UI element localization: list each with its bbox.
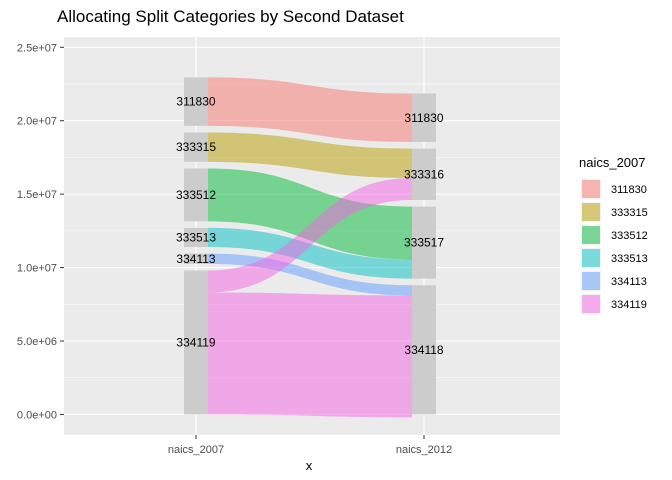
legend-swatch-333512	[582, 226, 600, 244]
stratum-right-333316	[412, 148, 436, 201]
chart-title: Allocating Split Categories by Second Da…	[57, 7, 404, 26]
stratum-label-right-333316: 333316	[404, 167, 444, 181]
stratum-label-left-334119: 334119	[176, 335, 215, 349]
y-tick-label: 2.5e+07	[17, 42, 57, 54]
x-tick-label: naics_2012	[396, 444, 452, 456]
legend: naics_2007 311830 333315 333512 333513 334113…	[579, 155, 648, 314]
flow-334119-to-333316	[208, 177, 412, 293]
flow-333513-to-333517	[208, 227, 412, 279]
flow-333315-to-333316	[208, 132, 412, 178]
y-tick-label: 0.0e+00	[17, 409, 57, 421]
stratum-left-334119	[184, 270, 208, 415]
legend-label-333512: 333512	[611, 230, 648, 242]
flow-311830-to-311830	[208, 77, 412, 143]
stratum-right-333517	[412, 206, 436, 279]
stratum-left-311830	[184, 77, 208, 126]
legend-label-334119: 334119	[611, 299, 647, 311]
legend-swatch-334119	[582, 295, 600, 313]
stratum-label-left-333513: 333513	[176, 230, 216, 244]
strata: 311830 333315 333512 333513 334113 334119 3118…	[176, 77, 444, 415]
y-tick-label: 2.0e+07	[17, 116, 57, 128]
x-axis-label: x	[306, 458, 313, 473]
x-tick-label: naics_2007	[168, 444, 224, 456]
legend-swatch-334113	[582, 272, 600, 290]
stratum-right-334118	[412, 285, 436, 415]
stratum-right-311830	[412, 93, 436, 143]
stratum-label-left-311830: 311830	[176, 95, 215, 109]
y-axis: 0.0e+00 5.0e+06 1.0e+07 1.5e+07 2.0e+07 2.5e+…	[17, 42, 64, 421]
stratum-left-333513	[184, 227, 208, 248]
stratum-label-right-311830: 311830	[404, 111, 443, 125]
stratum-label-right-333517: 333517	[404, 236, 444, 250]
legend-label-333513: 333513	[611, 253, 648, 265]
legend-title: naics_2007	[579, 155, 646, 170]
y-tick-label: 1.5e+07	[17, 189, 57, 201]
flow-333512-to-333517	[208, 168, 412, 260]
legend-swatch-333315	[582, 203, 600, 221]
stratum-left-333512	[184, 168, 208, 222]
stratum-label-right-334118: 334118	[404, 343, 443, 357]
stratum-label-left-334113: 334113	[176, 252, 215, 266]
flow-334119-to-334118	[208, 292, 412, 418]
stratum-left-334113	[184, 253, 208, 264]
y-tick-label: 5.0e+06	[17, 336, 57, 348]
x-axis: naics_2007 naics_2012	[168, 435, 452, 456]
stratum-left-333315	[184, 132, 208, 162]
legend-label-334113: 334113	[611, 276, 647, 288]
legend-swatch-311830	[582, 180, 600, 198]
legend-label-333315: 333315	[611, 207, 648, 219]
y-tick-label: 1.0e+07	[17, 263, 57, 275]
stratum-label-left-333315: 333315	[176, 140, 216, 154]
stratum-label-left-333512: 333512	[176, 188, 216, 202]
legend-swatch-333513	[582, 249, 600, 267]
flows	[208, 77, 412, 418]
legend-label-311830: 311830	[611, 184, 647, 196]
